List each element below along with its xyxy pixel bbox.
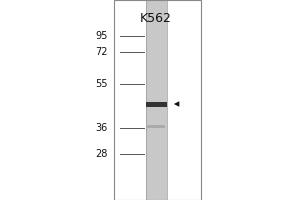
- Bar: [114, 0, 201, 200]
- Text: 72: 72: [95, 47, 108, 57]
- Text: 36: 36: [96, 123, 108, 133]
- Text: 95: 95: [96, 31, 108, 41]
- Text: K562: K562: [140, 11, 172, 24]
- Text: 28: 28: [96, 149, 108, 159]
- Bar: [147, 124, 165, 128]
- Bar: [146, 102, 167, 107]
- Text: 55: 55: [95, 79, 108, 89]
- Bar: [146, 0, 167, 200]
